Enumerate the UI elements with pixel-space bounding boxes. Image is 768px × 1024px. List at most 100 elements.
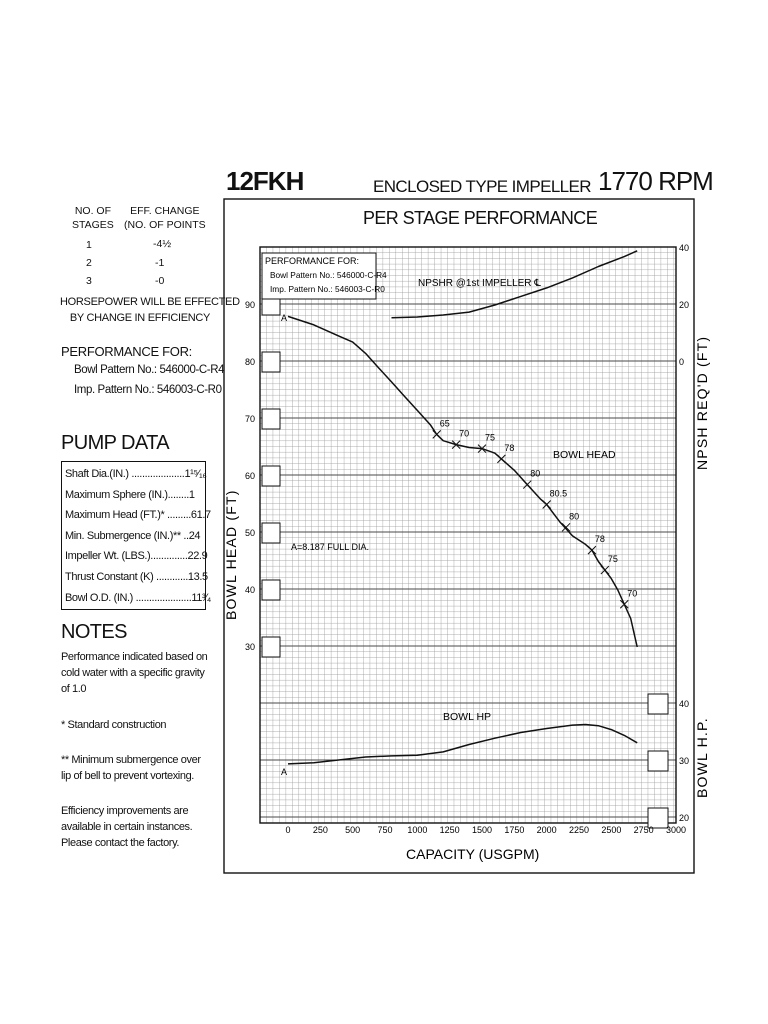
efficiency-tick — [451, 440, 461, 450]
note-line: Efficiency improvements are — [61, 805, 189, 817]
eff-cell: -1 — [155, 257, 165, 269]
legend-box — [261, 252, 377, 300]
eff-col-header: EFF. CHANGE (NO. OF POINTS — [124, 204, 206, 232]
pump-data-row: Thrust Constant (K) ............13.5 — [65, 570, 208, 583]
x-tick-label: 2000 — [537, 825, 557, 835]
head-curve-marker: A — [281, 313, 287, 323]
stages-cell: 3 — [86, 275, 92, 287]
x-tick-label: 1750 — [504, 825, 524, 835]
head-tick-label: 60 — [245, 471, 255, 481]
legend-line: Bowl Pattern No.: 546000-C-R4 — [270, 270, 387, 280]
note-line: available in certain instances. — [61, 821, 193, 833]
bowl-pattern-line: Bowl Pattern No.: 546000-C-R4 — [74, 364, 225, 376]
efficiency-tick — [600, 565, 610, 575]
bowl-hp-label: BOWL HP — [443, 711, 491, 723]
efficiency-label: 70 — [627, 588, 637, 598]
efficiency-tick — [542, 500, 552, 509]
efficiency-tick — [497, 454, 506, 464]
eff-col-header-line: EFF. CHANGE — [130, 205, 200, 217]
impeller-type: ENCLOSED TYPE IMPELLER — [373, 177, 592, 196]
note-line: Please contact the factory. — [61, 837, 180, 849]
efficiency-label: 65 — [440, 418, 450, 428]
head-axis-box — [261, 636, 281, 658]
y-axis-label-left: BOWL HEAD (FT) — [223, 489, 239, 620]
efficiency-label: 75 — [608, 554, 618, 564]
efficiency-tick — [477, 444, 487, 453]
grid-lines — [259, 246, 676, 823]
x-tick-label: 2750 — [634, 825, 654, 835]
pump-data-row: Maximum Head (FT.)* .........61.7 — [65, 509, 211, 522]
head-tick-label: 30 — [245, 642, 255, 652]
chart-title: PER STAGE PERFORMANCE — [363, 208, 598, 228]
hp-tick-label: 30 — [679, 756, 689, 766]
x-tick-label: 250 — [313, 825, 328, 835]
pump-data-row: Bowl O.D. (IN.) .....................11³… — [65, 591, 211, 604]
npshr-curve — [391, 250, 638, 319]
efficiency-label: 78 — [595, 534, 605, 544]
eff-col-header-line: (NO. OF POINTS — [124, 219, 206, 231]
pump-data-heading: PUMP DATA — [61, 432, 170, 454]
head-axis-box — [261, 408, 281, 430]
performance-for-heading: PERFORMANCE FOR: — [61, 344, 192, 359]
eff-cell: -4½ — [153, 238, 172, 250]
efficiency-label: 78 — [504, 443, 514, 453]
efficiency-label: 80 — [569, 511, 579, 521]
efficiency-tick — [432, 430, 442, 439]
pump-data-row: Shaft Dia.(IN.) ....................1¹⁵⁄… — [65, 468, 207, 480]
hp-axis-box — [647, 693, 669, 715]
plot-area-border — [259, 246, 677, 824]
pump-data-box — [61, 461, 206, 610]
x-tick-label: 3000 — [666, 825, 686, 835]
head-tick-label: 80 — [245, 357, 255, 367]
efficiency-note: HORSEPOWER WILL BE EFFECTED BY CHANGE IN… — [60, 294, 240, 326]
eff-cell: -0 — [155, 275, 165, 287]
hp-curve-marker: A — [281, 767, 287, 777]
speed-rpm: 1770 RPM — [598, 166, 714, 196]
imp-pattern-line: Imp. Pattern No.: 546003-C-R0 — [74, 384, 222, 396]
efficiency-tick — [522, 480, 532, 489]
stages-cell: 2 — [86, 257, 92, 269]
stages-col-header-line: STAGES — [72, 219, 114, 231]
y-axis-label-right-bottom: BOWL H.P. — [694, 717, 710, 798]
bowl-hp-curve — [287, 723, 638, 765]
head-axis-box — [261, 465, 281, 487]
note-line: cold water with a specific gravity — [61, 667, 205, 679]
tick-labels: 0 250 500 750 1000 1250 1500 1750 2000 2250 2500 27… — [245, 243, 689, 835]
head-tick-label: 90 — [245, 300, 255, 310]
hp-axis-box — [647, 807, 669, 829]
head-tick-label: 40 — [245, 585, 255, 595]
head-axis-box — [261, 579, 281, 601]
note-line: * Standard construction — [61, 719, 167, 731]
efficiency-label: 80.5 — [550, 489, 568, 499]
curves — [287, 250, 638, 765]
x-tick-label: 2500 — [601, 825, 621, 835]
y-axis-label-right-top: NPSH REQ'D (FT) — [694, 336, 710, 470]
efficiency-note-line: BY CHANGE IN EFFICIENCY — [69, 312, 211, 324]
x-tick-label: 1500 — [472, 825, 492, 835]
notes-heading: NOTES — [61, 621, 128, 643]
stages-col-header-line: NO. OF — [74, 205, 111, 217]
head-axis-box — [261, 351, 281, 373]
pump-data-row: Min. Submergence (IN.)** ..24 — [65, 529, 201, 542]
pump-data-list: Shaft Dia.(IN.) ....................1¹⁵⁄… — [65, 464, 211, 608]
hp-tick-label: 20 — [679, 813, 689, 823]
efficiency-label: 80 — [530, 469, 540, 479]
x-tick-label: 1000 — [407, 825, 427, 835]
x-tick-label: 1250 — [440, 825, 460, 835]
dia-label: A=8.187 FULL DIA. — [291, 542, 369, 552]
efficiency-tick — [619, 599, 629, 609]
head-tick-label: 50 — [245, 528, 255, 538]
npsh-tick-label: 0 — [679, 357, 684, 367]
note-line: ** Minimum submergence over — [61, 754, 201, 766]
efficiency-tick — [561, 522, 571, 532]
efficiency-note-line: HORSEPOWER WILL BE EFFECTED — [60, 296, 240, 308]
pump-data-row: Maximum Sphere (IN.)........1 — [65, 488, 195, 501]
efficiency-label: 70 — [459, 429, 469, 439]
legend-line: Imp. Pattern No.: 546003-C-R0 — [270, 284, 385, 294]
legend-heading: PERFORMANCE FOR: — [265, 256, 359, 266]
bowl-head-curve — [287, 315, 638, 648]
x-tick-label: 500 — [345, 825, 360, 835]
stages-cell: 1 — [86, 239, 92, 251]
